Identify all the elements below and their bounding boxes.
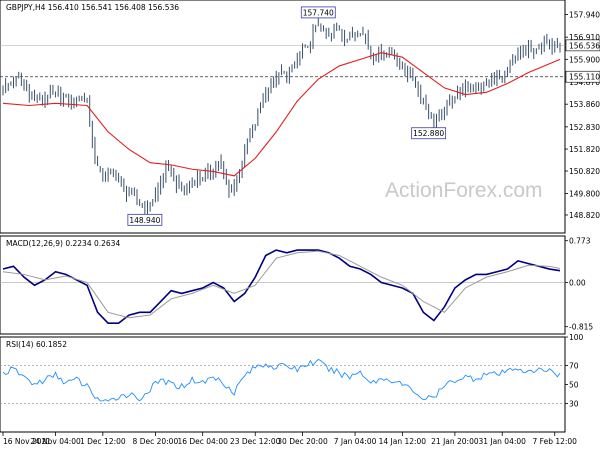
price-tick-label: 155.900	[569, 55, 600, 64]
moving-average-path	[2, 52, 561, 177]
price-tick-label: 148.820	[569, 211, 600, 220]
price-axis-value-box: 156.536	[565, 39, 600, 52]
time-tick-label: 8 Dec 20:00	[133, 437, 179, 446]
price-tick-label: 156.910	[569, 33, 600, 42]
time-tick-label: 31 Jan 04:00	[478, 437, 526, 446]
rsi-axis: 100 70 50 30	[565, 333, 584, 409]
macd-panel: MACD(12,26,9) 0.2234 0.2634	[0, 235, 566, 335]
macd-line	[2, 249, 561, 324]
macd-lines	[2, 249, 561, 324]
price-panel: ActionForex.com 157.740 152.880 148.940 GB…	[0, 0, 566, 234]
annotation-text: 157.740	[303, 8, 334, 17]
rsi-panel-header: RSI(14) 60.1852	[6, 340, 67, 349]
rsi-tick-label: 70	[569, 362, 579, 371]
reference-line	[0, 45, 565, 78]
time-tick-label: 16 Dec 04:00	[177, 437, 228, 446]
price-annotations: 157.740 152.880 148.940	[127, 6, 447, 226]
rsi-tick-label: 30	[569, 400, 579, 409]
time-tick-label: 21 Jan 20:00	[431, 437, 479, 446]
price-annotation: 157.740	[300, 6, 336, 19]
time-tick-label: 1 Dec 12:00	[80, 437, 126, 446]
time-tick-label: 30 Dec 20:00	[277, 437, 328, 446]
svg-text:155.110: 155.110	[569, 73, 600, 82]
time-tick-label: 14 Jan 12:00	[379, 437, 427, 446]
time-tick-label: 7 Feb 12:00	[533, 437, 578, 446]
price-axis-value-box: 155.110	[565, 70, 600, 83]
price-panel-header: GBPJPY,H4 156.410 156.541 156.408 156.53…	[6, 3, 179, 12]
price-axis: 157.940156.910155.900154.870153.860152.8…	[565, 11, 600, 220]
svg-text:156.536: 156.536	[569, 41, 600, 50]
time-tick-label: 24 Nov 04:00	[30, 437, 81, 446]
macd-tick-label: 0.00	[569, 279, 586, 288]
macd-tick-label: 0.773	[569, 237, 591, 246]
price-tick-label: 149.800	[569, 189, 600, 198]
macd-panel-header: MACD(12,26,9) 0.2234 0.2634	[6, 239, 120, 248]
price-annotation: 148.940	[127, 213, 163, 226]
rsi-tick-label: 50	[569, 381, 579, 390]
time-tick-label: 23 Dec 12:00	[230, 437, 281, 446]
rsi-path	[2, 358, 561, 402]
macd-axis: 0.773 0.00 -0.815	[565, 237, 593, 332]
macd-tick-label: -0.815	[569, 323, 593, 332]
watermark: ActionForex.com	[385, 179, 543, 202]
time-tick-label: 7 Jan 04:00	[334, 437, 377, 446]
price-tick-label: 152.830	[569, 123, 600, 132]
annotation-text: 148.940	[129, 216, 160, 225]
moving-average-line	[2, 52, 561, 177]
time-tick-label: 16 Nov 2021	[3, 437, 51, 446]
price-tick-label: 153.860	[569, 100, 600, 109]
price-tick-label: 151.820	[569, 145, 600, 154]
price-tick-label: 157.940	[569, 11, 600, 20]
price-tick-label: 150.820	[569, 167, 600, 176]
signal-line	[2, 250, 561, 319]
annotation-text: 152.880	[413, 129, 444, 138]
rsi-panel: RSI(14) 60.1852	[0, 336, 566, 433]
price-bars	[2, 17, 561, 219]
rsi-tick-label: 100	[569, 333, 584, 342]
rsi-line	[2, 358, 561, 402]
price-annotation: 152.880	[411, 127, 447, 140]
